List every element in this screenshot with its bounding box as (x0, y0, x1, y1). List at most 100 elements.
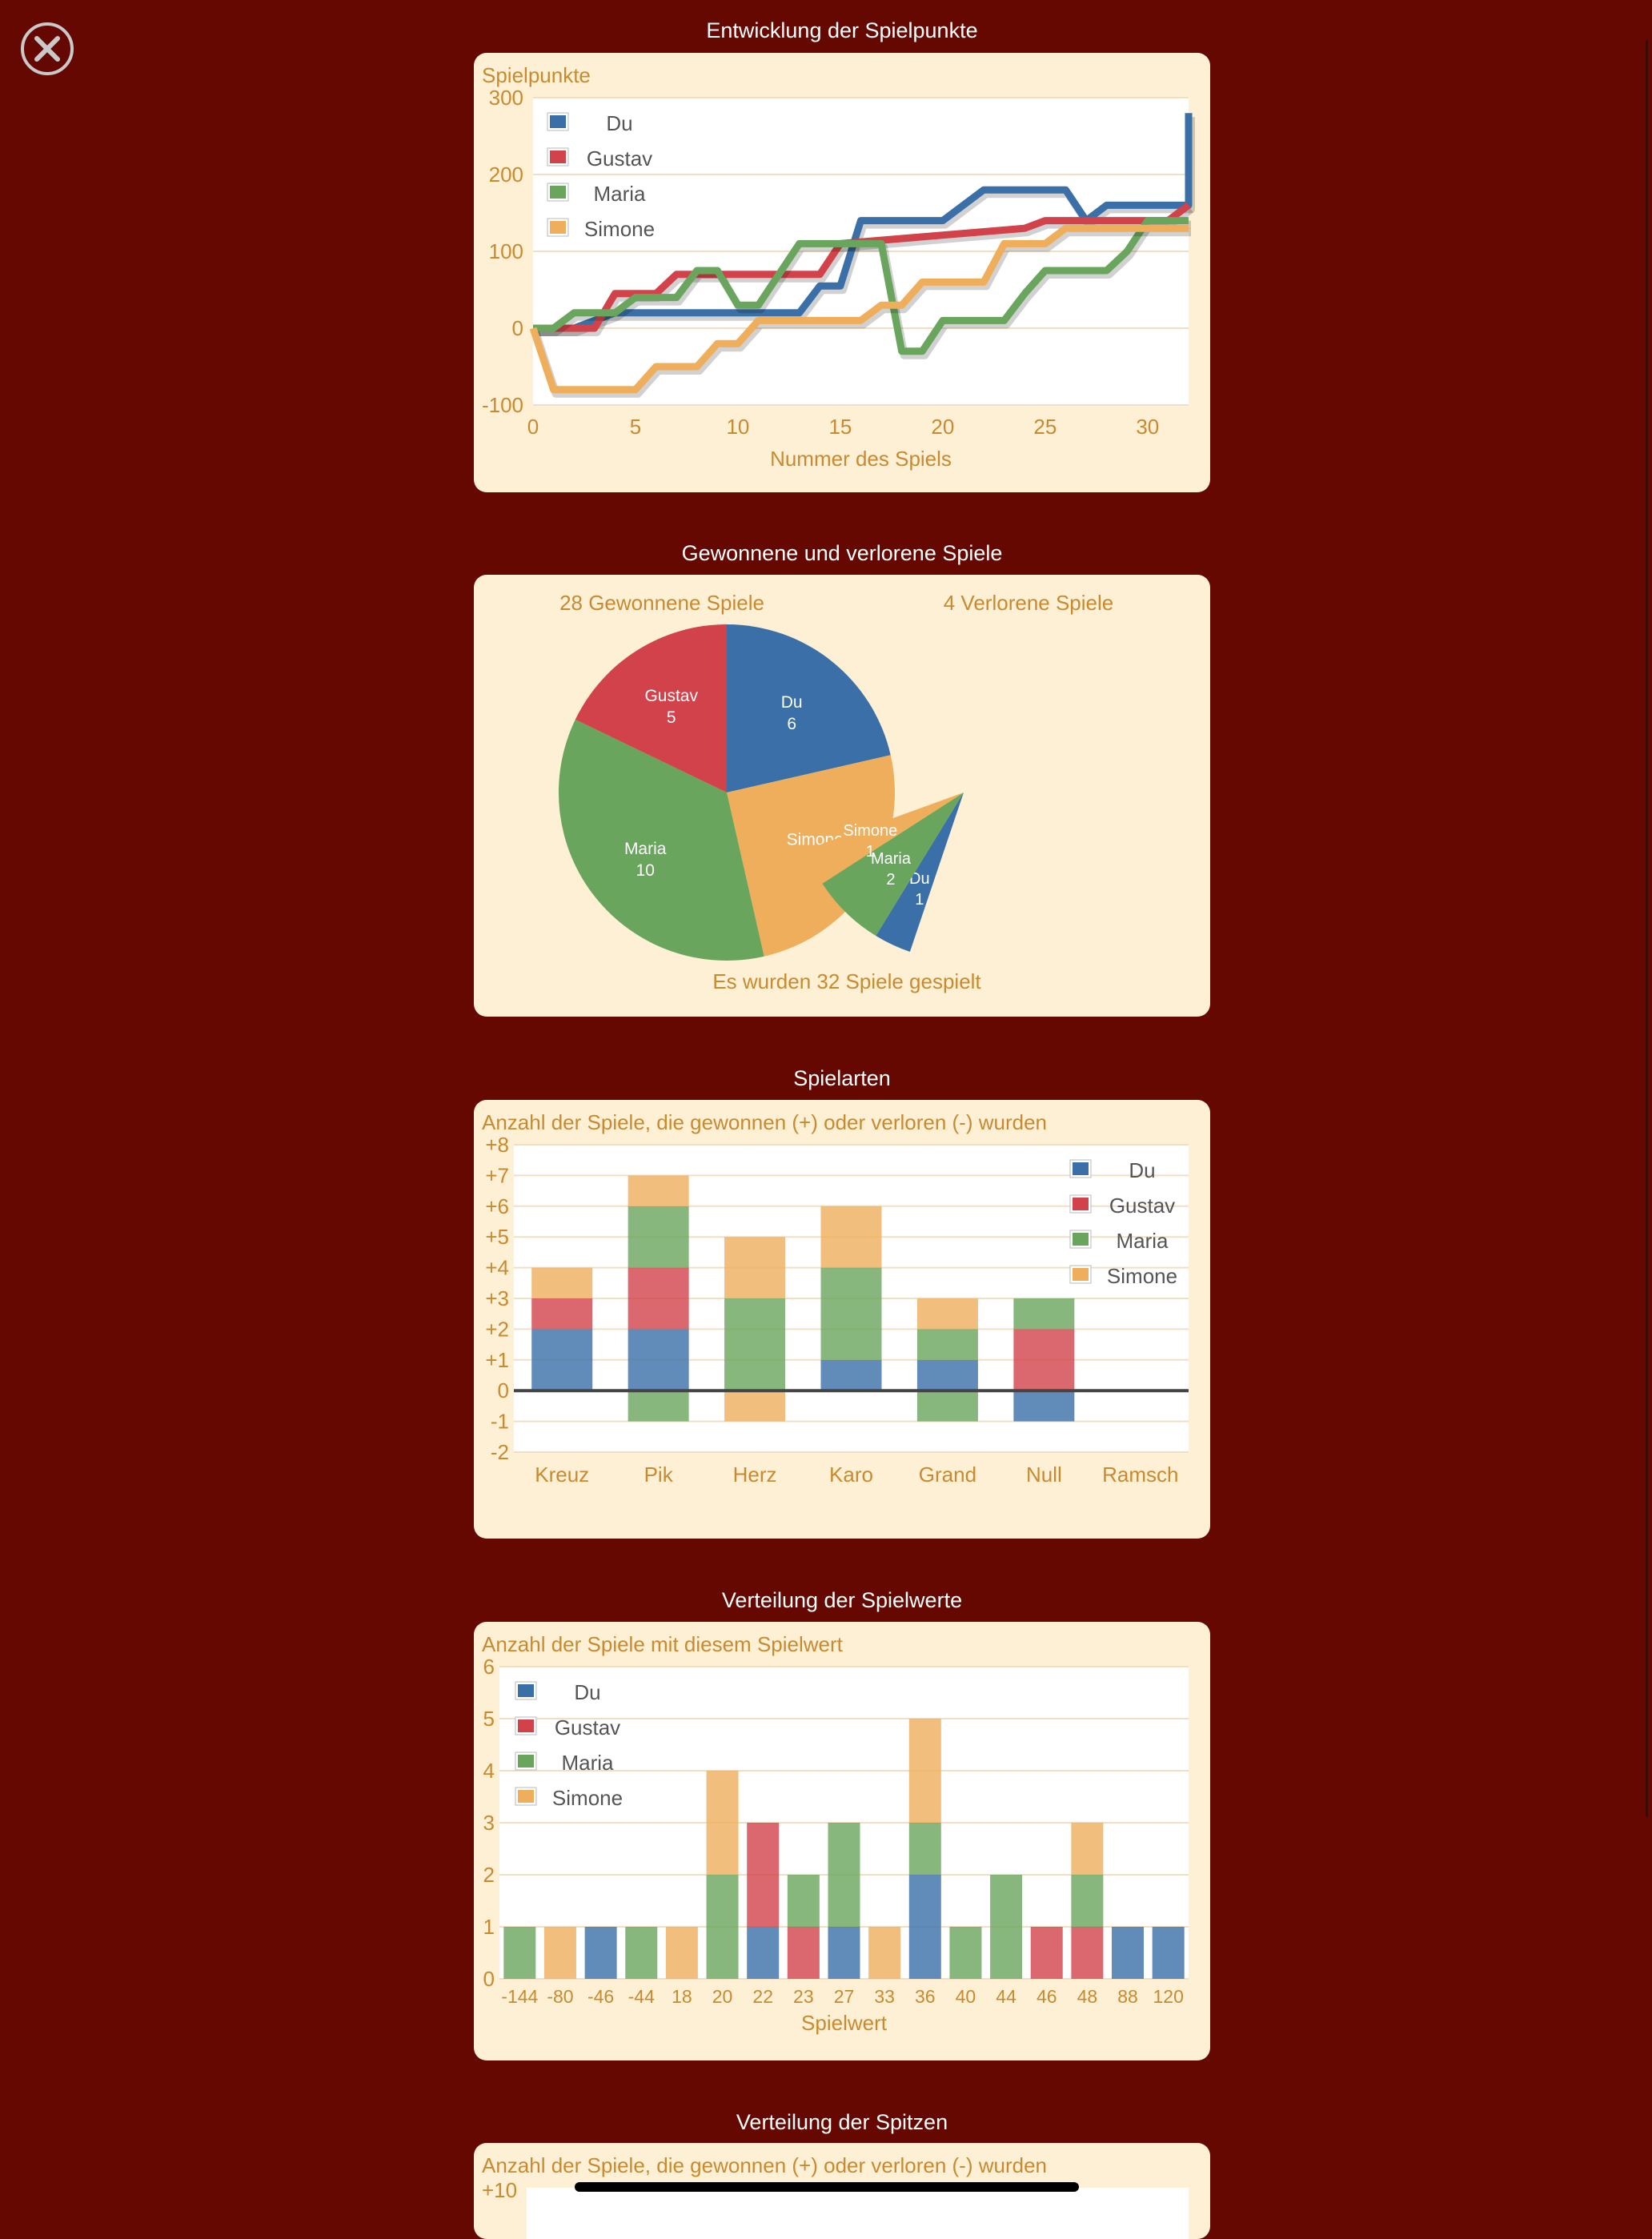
points-ytick: 100 (489, 239, 523, 263)
types-ytick: -1 (491, 1410, 509, 1434)
types-bar-du (628, 1329, 689, 1391)
won-pie-slice-value: 5 (667, 708, 676, 727)
types-bar-du (1013, 1390, 1075, 1422)
types-bar-simone (724, 1237, 786, 1298)
values-legend-label-simone: Simone (552, 1786, 623, 1810)
points-xtick: 25 (1033, 415, 1057, 439)
lost-pie-slice-value: 1 (915, 891, 924, 909)
types-ytick: 0 (498, 1378, 509, 1402)
points-ytick: -100 (482, 393, 523, 417)
points-xlabel: Nummer des Spiels (770, 447, 952, 471)
values-ytick: 3 (483, 1811, 495, 1835)
spitzen-chart-subtitle: Anzahl der Spiele, die gewonnen (+) oder… (482, 2153, 1047, 2177)
types-ytick: +1 (485, 1348, 509, 1372)
types-ytick: -2 (491, 1440, 509, 1464)
points-legend-label-du: Du (606, 111, 632, 135)
values-bar-maria (949, 1927, 982, 1979)
values-legend-swatch-du (518, 1684, 534, 1697)
types-legend-label-maria: Maria (1116, 1229, 1169, 1253)
values-xtick: -80 (547, 1986, 573, 2007)
points-xtick: 10 (726, 415, 749, 439)
spitzen-ytick: +10 (482, 2178, 517, 2202)
values-bar-simone (868, 1927, 901, 1979)
types-bar-maria (916, 1329, 978, 1360)
values-bar-du (1112, 1927, 1145, 1979)
points-series-shadow-maria (535, 220, 1191, 359)
close-button[interactable] (21, 22, 74, 75)
won-pie-slice-maria (559, 719, 764, 961)
section-title-wonlost: Gewonnene und verlorene Spiele (681, 541, 1003, 565)
values-bar-simone (543, 1927, 576, 1979)
types-chart-card: Anzahl der Spiele, die gewonnen (+) oder… (474, 1100, 1210, 1539)
lost-pie-slice-label: Maria (871, 850, 912, 868)
lost-pie-slice-value: 1 (866, 843, 875, 861)
lost-pie-slice-simone (805, 792, 964, 884)
spitzen-plot-area (527, 2188, 1189, 2239)
points-xtick: 30 (1136, 415, 1159, 439)
types-xtick: Null (1026, 1463, 1062, 1487)
points-ytick: 0 (512, 316, 523, 340)
values-bar-maria (990, 1875, 1023, 1979)
values-legend-swatch-gustav (518, 1719, 534, 1732)
values-legend-label-maria: Maria (561, 1751, 614, 1775)
values-bar-maria (908, 1823, 941, 1875)
values-bar-maria (625, 1927, 658, 1979)
values-bar-gustav (787, 1927, 820, 1979)
points-xtick: 15 (828, 415, 852, 439)
values-bar-simone (908, 1719, 941, 1823)
values-ytick: 5 (483, 1707, 495, 1731)
points-legend-label-gustav: Gustav (587, 146, 652, 171)
points-chart-subtitle: Spielpunkte (482, 63, 591, 87)
lost-pie-slice-du (876, 792, 964, 952)
types-bar-simone (628, 1175, 689, 1206)
values-bar-maria (706, 1875, 739, 1979)
types-legend-label-gustav: Gustav (1109, 1194, 1175, 1218)
types-bar-maria (916, 1390, 978, 1422)
section-title-points: Entwicklung der Spielpunkte (706, 18, 978, 42)
lost-pie-slice-label: Simone (843, 822, 897, 840)
points-series-line-gustav (533, 202, 1191, 332)
values-bar-maria (1071, 1875, 1104, 1927)
types-xtick: Kreuz (535, 1463, 589, 1487)
values-legend-label-gustav: Gustav (555, 1715, 620, 1739)
types-bar-gustav (531, 1298, 593, 1330)
values-bar-gustav (747, 1823, 780, 1927)
values-ytick: 2 (483, 1863, 495, 1887)
values-xlabel: Spielwert (801, 2011, 888, 2035)
types-chart-subtitle: Anzahl der Spiele, die gewonnen (+) oder… (482, 1110, 1047, 1134)
points-series-shadow-gustav (535, 206, 1194, 336)
types-bar-maria (724, 1298, 786, 1391)
values-bar-du (584, 1927, 617, 1979)
types-bar-du (531, 1329, 593, 1391)
close-icon (34, 36, 60, 62)
types-bar-gustav (1013, 1329, 1075, 1391)
types-bar-simone (916, 1298, 978, 1330)
values-xtick: 27 (834, 1986, 855, 2007)
points-legend-swatch-simone (550, 221, 566, 234)
values-bar-du (1152, 1927, 1185, 1979)
values-bar-maria (828, 1823, 860, 1927)
section-title-types: Spielarten (793, 1066, 891, 1090)
section-title-values: Verteilung der Spielwerte (721, 1588, 963, 1612)
types-legend-label-du: Du (1129, 1158, 1155, 1182)
types-ytick: +8 (485, 1133, 509, 1157)
values-legend-swatch-simone (518, 1790, 534, 1803)
points-legend-swatch-maria (550, 186, 566, 199)
types-bar-chart: Anzahl der Spiele, die gewonnen (+) oder… (482, 1110, 1189, 1487)
types-bar-simone (724, 1390, 786, 1422)
types-xtick: Grand (919, 1463, 976, 1487)
section-title-spitzen: Verteilung der Spitzen (736, 2110, 948, 2134)
scrollbar[interactable] (1646, 40, 1648, 1817)
points-series-shadow-simone (531, 228, 1191, 398)
won-pie-slice-label: Gustav (644, 687, 698, 705)
types-xtick: Ramsch (1102, 1463, 1178, 1487)
values-xtick: 36 (915, 1986, 936, 2007)
wonlost-chart-card: 28 Gewonnene Spiele 4 Verlorene Spiele Du 6… (474, 575, 1210, 1017)
values-ytick: 1 (483, 1915, 495, 1939)
points-series-line-du (533, 113, 1193, 332)
values-xtick: 40 (956, 1986, 976, 2007)
types-ytick: +5 (485, 1225, 509, 1249)
values-bar-du (828, 1927, 860, 1979)
values-xtick: 20 (712, 1986, 733, 2007)
